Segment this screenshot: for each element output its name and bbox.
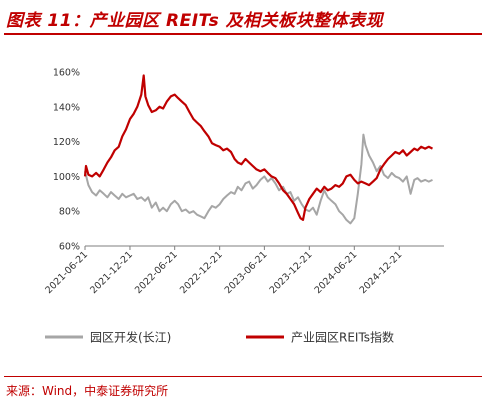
y-tick-label: 120% (53, 137, 80, 148)
legend-label: 产业园区REITs指数 (291, 330, 394, 345)
title-divider (4, 33, 482, 35)
x-tick-label: 2024-06-21 (313, 249, 360, 296)
x-axis: 2021-06-212021-12-212022-06-212022-12-21… (43, 245, 444, 296)
series-line-industrial-park-reits (83, 74, 433, 221)
x-tick-label: 2022-06-21 (133, 249, 180, 296)
legend-label: 园区开发(长江) (90, 330, 171, 345)
y-tick-label: 140% (53, 102, 80, 113)
figure-title: 图表 11：产业园区 REITs 及相关板块整体表现 (6, 11, 384, 31)
x-tick-label: 2021-12-21 (88, 249, 135, 296)
x-tick-label: 2021-06-21 (43, 249, 90, 296)
y-tick-label: 60% (59, 242, 80, 253)
line-chart: 60% 80% 100% 120% 140% 160% 2021-06-212021-12… (43, 68, 444, 345)
source-note: 来源：Wind，中泰证券研究所 (6, 384, 169, 398)
x-tick-label: 2024-12-21 (358, 249, 405, 296)
y-tick-label: 160% (53, 68, 80, 79)
source-divider (4, 376, 482, 377)
x-tick-label: 2023-06-21 (223, 249, 270, 296)
x-tick-label: 2022-12-21 (178, 249, 225, 296)
y-tick-label: 80% (59, 207, 80, 218)
legend: 园区开发(长江) 产业园区REITs指数 (45, 330, 394, 345)
y-tick-label: 100% (53, 172, 80, 183)
y-axis: 60% 80% 100% 120% 140% 160% (53, 68, 80, 253)
x-tick-label: 2023-12-21 (268, 249, 315, 296)
series-layer (83, 74, 433, 225)
series-line-park-development (84, 133, 433, 225)
